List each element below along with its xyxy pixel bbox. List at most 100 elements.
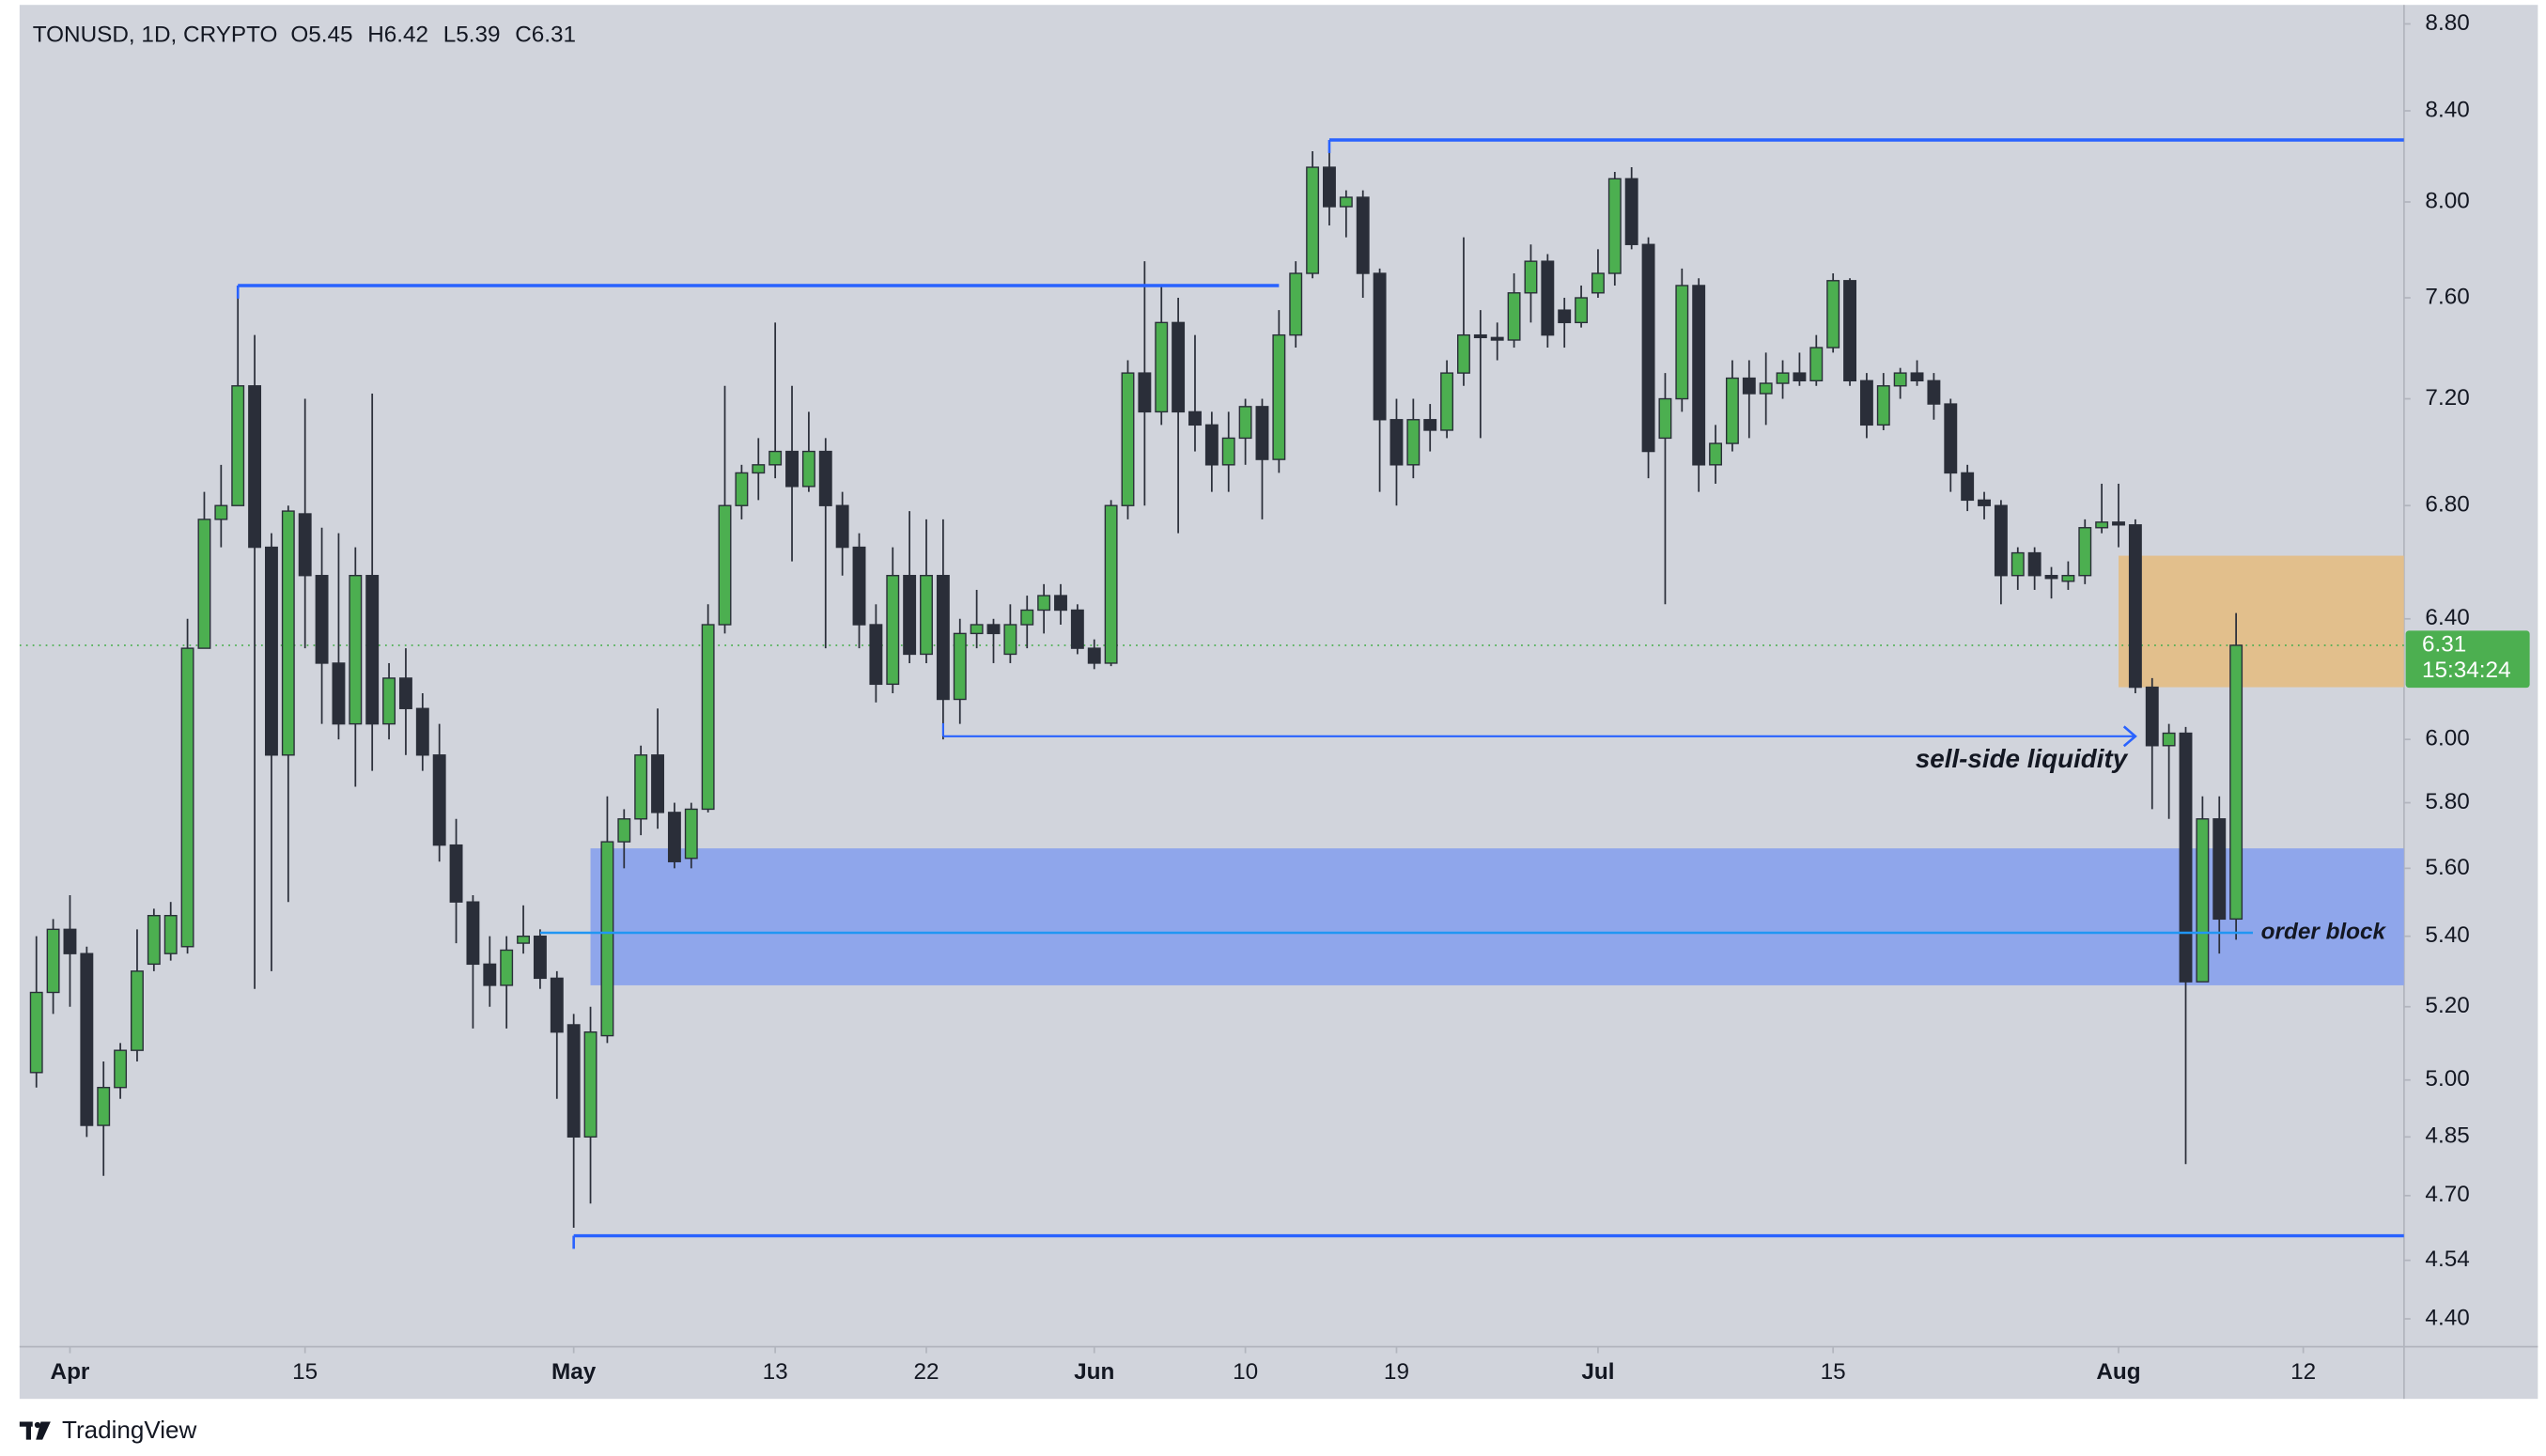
candle-body <box>214 504 228 520</box>
candle-body <box>1742 377 1756 395</box>
candle-body <box>1641 243 1655 453</box>
candle-body <box>1910 372 1924 381</box>
x-tick-label: Apr <box>51 1359 90 1385</box>
candle-body <box>248 385 262 549</box>
candle-body <box>1978 499 1991 506</box>
candle-body <box>1675 285 1689 400</box>
x-tick-label: 22 <box>913 1359 939 1385</box>
candle-body <box>1037 595 1051 612</box>
candle-body <box>2044 575 2058 580</box>
candle-body <box>415 707 429 756</box>
candle-body <box>550 977 564 1033</box>
candle-body <box>1255 406 1269 460</box>
candle-body <box>365 575 380 725</box>
candle-body <box>500 949 514 986</box>
candle-body <box>567 1024 581 1138</box>
candle-body <box>1087 647 1101 664</box>
x-tick-label: 19 <box>1384 1359 1409 1385</box>
candle-body <box>1104 504 1118 664</box>
x-tick-label: 13 <box>763 1359 788 1385</box>
zone <box>590 848 2404 985</box>
candle-body <box>466 901 480 966</box>
candle-body <box>349 575 363 725</box>
candle-body <box>1473 333 1487 339</box>
candle-body <box>634 754 648 820</box>
candle-body <box>332 662 346 725</box>
candle-body <box>1188 410 1202 426</box>
candle-body <box>651 754 664 813</box>
y-tick-label: 5.00 <box>2425 1066 2469 1092</box>
candle-body <box>768 450 783 466</box>
logo-part <box>25 1421 32 1440</box>
y-tick-label: 7.60 <box>2425 284 2469 309</box>
candle-body <box>2095 521 2109 529</box>
candle-body <box>1826 280 1840 349</box>
y-tick-label: 5.40 <box>2425 922 2469 948</box>
candle-body <box>617 818 631 843</box>
candle-body <box>315 575 329 664</box>
candle-body <box>2128 524 2142 689</box>
candle-body <box>752 464 766 474</box>
candle-body <box>1524 260 1538 294</box>
candle-body <box>886 575 900 686</box>
candle-body <box>1423 419 1437 431</box>
header-ohlc: O5.45 <box>290 23 352 48</box>
candle-body <box>533 935 547 980</box>
chart-title: TONUSD, 1D, CRYPTO <box>33 23 278 48</box>
candle-body <box>1204 424 1219 466</box>
y-tick-label: 4.70 <box>2425 1182 2469 1207</box>
candle-body <box>801 450 815 488</box>
candle-body <box>1490 336 1504 341</box>
candle-body <box>1893 372 1907 387</box>
candle-body <box>818 450 832 506</box>
candle-body <box>835 504 849 549</box>
candle-body <box>1020 609 1034 626</box>
candle-body <box>785 450 799 488</box>
candle-body <box>684 808 698 860</box>
candle-body <box>1406 419 1420 466</box>
candle-body <box>1876 385 1890 426</box>
candle-body <box>1607 178 1622 274</box>
candle-body <box>1776 372 1790 384</box>
candle-body <box>80 953 94 1126</box>
candle-body <box>398 677 412 709</box>
candle-body <box>970 624 984 635</box>
last-price-tag <box>2405 630 2530 689</box>
candle-body <box>1809 347 1824 381</box>
candle-body <box>1725 377 1739 444</box>
candle-body <box>986 624 1001 635</box>
header-ohlc: C6.31 <box>515 23 576 48</box>
logo-part <box>34 1421 41 1429</box>
candle-body <box>2010 551 2025 577</box>
countdown-label: 15:34:24 <box>2422 658 2511 683</box>
candle-body <box>1961 472 1975 502</box>
candle-body <box>180 647 194 948</box>
candle-body <box>1373 272 1387 421</box>
x-tick-label: 15 <box>1821 1359 1846 1385</box>
candle-body <box>920 575 933 656</box>
y-tick-label: 6.00 <box>2425 726 2469 751</box>
y-tick-label: 6.80 <box>2425 492 2469 518</box>
candle-body <box>1440 372 1454 431</box>
candle-body <box>1138 372 1152 413</box>
y-tick-label: 5.20 <box>2425 993 2469 1018</box>
candle-body <box>936 575 950 701</box>
candle-body <box>1624 178 1638 245</box>
x-tick-label: Jul <box>1581 1359 1614 1385</box>
candle-body <box>1054 595 1067 612</box>
candle-body <box>264 546 278 756</box>
candle-body <box>281 510 295 756</box>
x-tick-label: May <box>551 1359 597 1385</box>
candle-body <box>1155 321 1169 413</box>
chart-background <box>19 5 2538 1400</box>
candle-body <box>432 754 446 846</box>
candle-body <box>2027 551 2041 577</box>
candle-body <box>46 928 60 994</box>
candle-body <box>1003 624 1017 656</box>
brand-logo <box>19 1421 51 1440</box>
x-tick-label: 10 <box>1233 1359 1258 1385</box>
candle-body <box>147 915 161 966</box>
candle-body <box>1944 403 1958 474</box>
